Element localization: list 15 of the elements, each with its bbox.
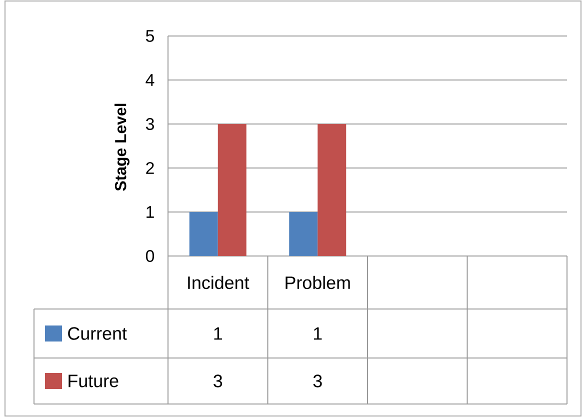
data-label: 1	[314, 327, 322, 340]
y-tick-label: 3	[146, 118, 154, 130]
x-tick-label: Incident	[188, 276, 250, 290]
data-label: 3	[313, 374, 322, 388]
y-tick-label: 5	[146, 30, 154, 42]
data-label: 3	[214, 374, 222, 388]
y-tick-label: 4	[146, 74, 154, 86]
legend-label: Future	[68, 374, 118, 388]
y-axis-title: Stage Level	[114, 104, 130, 191]
data-label: 1	[214, 327, 222, 340]
y-tick-label: 2	[146, 162, 154, 174]
y-tick-label: 0	[146, 250, 154, 262]
x-tick-label: Problem	[286, 276, 350, 290]
legend-label: Current	[68, 327, 127, 340]
y-tick-label: 1	[146, 206, 154, 218]
